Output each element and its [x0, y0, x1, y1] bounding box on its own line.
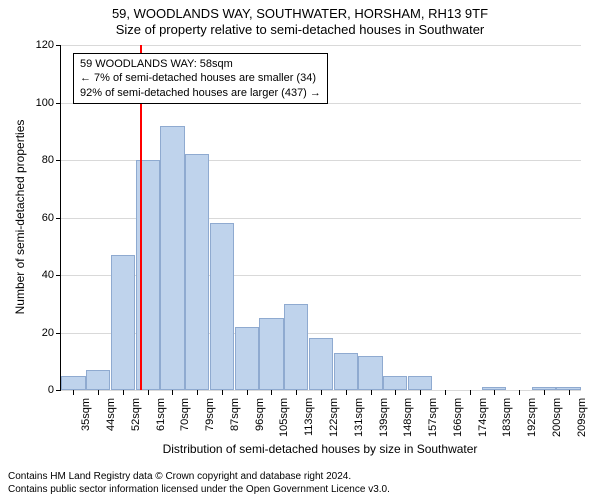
xtick-mark: [494, 390, 495, 395]
histogram-bar: [210, 223, 234, 390]
histogram-bar: [185, 154, 209, 390]
ytick-label: 120: [36, 39, 54, 51]
xtick-mark: [247, 390, 248, 395]
histogram-bar: [284, 304, 308, 390]
histogram-bar: [408, 376, 432, 390]
xtick-label: 122sqm: [328, 398, 340, 437]
histogram-bar: [136, 160, 160, 390]
xtick-label: 166sqm: [452, 398, 464, 437]
ytick-mark: [56, 390, 61, 391]
ytick-label: 80: [42, 154, 54, 166]
annotation-line2: ← 7% of semi-detached houses are smaller…: [80, 71, 321, 85]
histogram-bar: [235, 327, 259, 390]
ytick-mark: [56, 160, 61, 161]
footer-attribution: Contains HM Land Registry data © Crown c…: [8, 471, 390, 496]
histogram-bar: [86, 370, 110, 390]
xtick-mark: [296, 390, 297, 395]
xtick-label: 52sqm: [130, 398, 142, 431]
ytick-label: 40: [42, 269, 54, 281]
ytick-label: 0: [48, 384, 54, 396]
xtick-label: 61sqm: [155, 398, 167, 431]
xtick-label: 174sqm: [477, 398, 489, 437]
xtick-mark: [222, 390, 223, 395]
chart-area: 35sqm44sqm52sqm61sqm70sqm79sqm87sqm96sqm…: [60, 45, 580, 390]
footer-line2: Contains public sector information licen…: [8, 484, 390, 497]
histogram-bar: [111, 255, 135, 390]
xtick-label: 79sqm: [204, 398, 216, 431]
xtick-mark: [420, 390, 421, 395]
annotation-line1: 59 WOODLANDS WAY: 58sqm: [80, 57, 321, 71]
xtick-label: 192sqm: [526, 398, 538, 437]
histogram-bar: [309, 338, 333, 390]
xtick-mark: [445, 390, 446, 395]
xtick-mark: [172, 390, 173, 395]
ytick-label: 20: [42, 327, 54, 339]
annotation-line3: 92% of semi-detached houses are larger (…: [80, 86, 321, 100]
ytick-mark: [56, 275, 61, 276]
y-axis-label: Number of semi-detached properties: [13, 117, 27, 317]
ytick-label: 60: [42, 212, 54, 224]
xtick-mark: [148, 390, 149, 395]
xtick-label: 148sqm: [402, 398, 414, 437]
xtick-label: 96sqm: [254, 398, 266, 431]
xtick-label: 70sqm: [179, 398, 191, 431]
xtick-mark: [544, 390, 545, 395]
xtick-label: 105sqm: [278, 398, 290, 437]
xtick-mark: [519, 390, 520, 395]
xtick-label: 35sqm: [80, 398, 92, 431]
histogram-bar: [160, 126, 184, 391]
xtick-mark: [470, 390, 471, 395]
title-subtitle: Size of property relative to semi-detach…: [0, 21, 600, 37]
grid-line: [61, 45, 581, 46]
xtick-mark: [346, 390, 347, 395]
ytick-mark: [56, 103, 61, 104]
histogram-bar: [383, 376, 407, 390]
footer-line1: Contains HM Land Registry data © Crown c…: [8, 471, 390, 484]
histogram-bar: [259, 318, 283, 390]
xtick-mark: [321, 390, 322, 395]
xtick-label: 44sqm: [105, 398, 117, 431]
xtick-label: 131sqm: [353, 398, 365, 437]
xtick-mark: [569, 390, 570, 395]
xtick-mark: [98, 390, 99, 395]
xtick-label: 200sqm: [551, 398, 563, 437]
ytick-mark: [56, 333, 61, 334]
ytick-mark: [56, 45, 61, 46]
xtick-label: 113sqm: [303, 398, 315, 436]
xtick-mark: [395, 390, 396, 395]
xtick-label: 209sqm: [576, 398, 588, 437]
xtick-label: 157sqm: [427, 398, 439, 437]
histogram-bar: [334, 353, 358, 390]
xtick-label: 139sqm: [378, 398, 390, 437]
xtick-mark: [73, 390, 74, 395]
histogram-bar: [61, 376, 85, 390]
annotation-box: 59 WOODLANDS WAY: 58sqm← 7% of semi-deta…: [73, 53, 328, 104]
ytick-label: 100: [36, 97, 54, 109]
plot-area: 35sqm44sqm52sqm61sqm70sqm79sqm87sqm96sqm…: [60, 45, 581, 391]
xtick-mark: [371, 390, 372, 395]
title-address: 59, WOODLANDS WAY, SOUTHWATER, HORSHAM, …: [0, 0, 600, 21]
x-axis-label: Distribution of semi-detached houses by …: [60, 442, 580, 456]
xtick-label: 87sqm: [229, 398, 241, 431]
xtick-mark: [271, 390, 272, 395]
xtick-mark: [197, 390, 198, 395]
ytick-mark: [56, 218, 61, 219]
xtick-label: 183sqm: [501, 398, 513, 437]
histogram-bar: [358, 356, 382, 391]
xtick-mark: [123, 390, 124, 395]
